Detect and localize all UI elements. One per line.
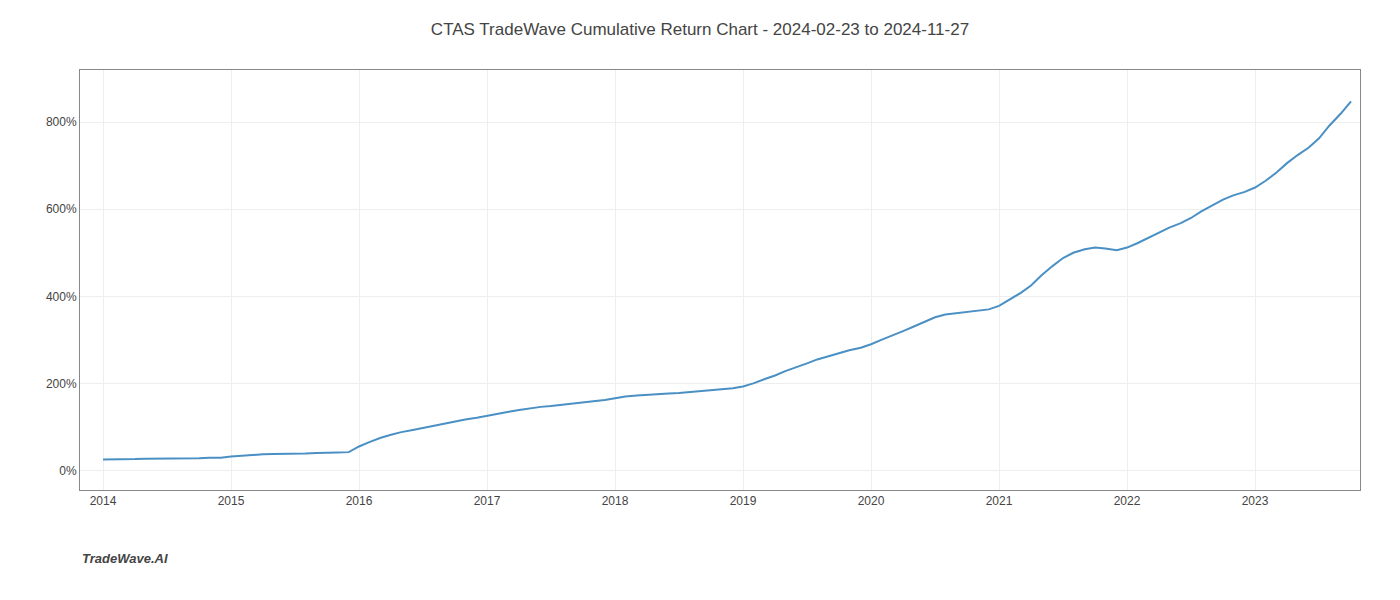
- svg-text:2023: 2023: [1242, 494, 1269, 508]
- svg-text:2015: 2015: [218, 494, 245, 508]
- svg-text:2018: 2018: [602, 494, 629, 508]
- svg-text:0%: 0%: [59, 464, 77, 478]
- svg-text:400%: 400%: [46, 290, 77, 304]
- svg-text:2017: 2017: [474, 494, 501, 508]
- svg-text:2021: 2021: [986, 494, 1013, 508]
- svg-text:CTAS TradeWave Cumulative Retu: CTAS TradeWave Cumulative Return Chart -…: [431, 20, 969, 39]
- svg-text:2022: 2022: [1114, 494, 1141, 508]
- svg-text:800%: 800%: [46, 115, 77, 129]
- svg-text:2016: 2016: [346, 494, 373, 508]
- svg-text:TradeWave.AI: TradeWave.AI: [82, 551, 168, 566]
- svg-text:2019: 2019: [730, 494, 757, 508]
- svg-text:200%: 200%: [46, 377, 77, 391]
- svg-text:600%: 600%: [46, 202, 77, 216]
- svg-text:2014: 2014: [90, 494, 117, 508]
- svg-text:2020: 2020: [858, 494, 885, 508]
